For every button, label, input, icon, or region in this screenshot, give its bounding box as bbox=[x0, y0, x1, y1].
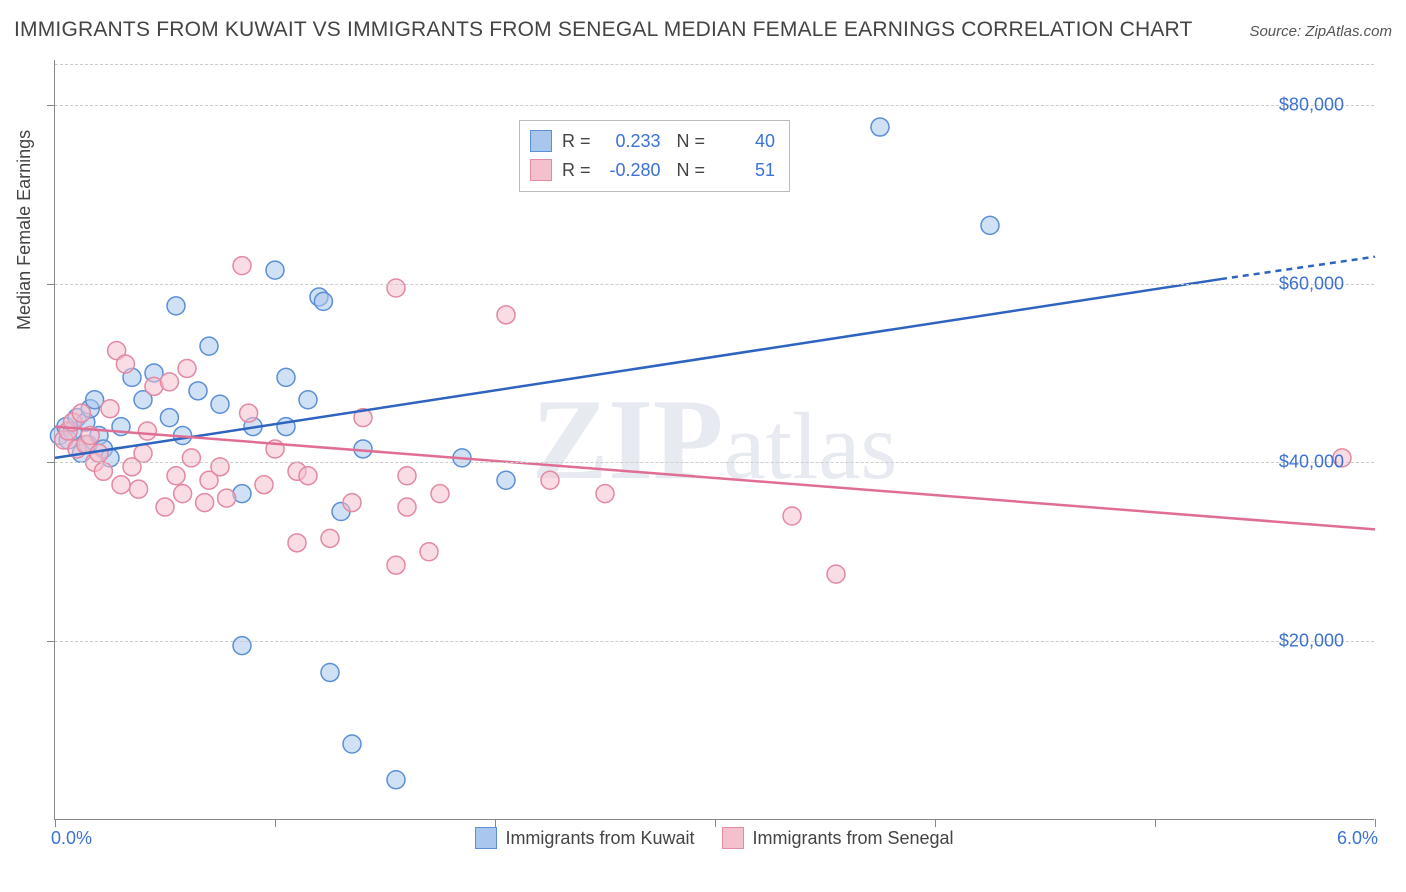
y-tick bbox=[47, 284, 55, 285]
gridline-h bbox=[55, 64, 1374, 65]
x-tick bbox=[1155, 819, 1156, 827]
scatter-point bbox=[398, 498, 416, 516]
scatter-point bbox=[255, 476, 273, 494]
scatter-point bbox=[596, 485, 614, 503]
scatter-point bbox=[266, 261, 284, 279]
x-tick bbox=[275, 819, 276, 827]
y-tick-label: $80,000 bbox=[1279, 94, 1344, 115]
scatter-point bbox=[200, 337, 218, 355]
y-tick bbox=[47, 105, 55, 106]
scatter-point bbox=[167, 297, 185, 315]
gridline-h bbox=[55, 105, 1374, 106]
swatch-senegal-bottom bbox=[722, 827, 744, 849]
legend-correlation-box: R = 0.233 N = 40 R = -0.280 N = 51 bbox=[519, 120, 790, 192]
trend-line bbox=[55, 427, 1375, 530]
legend-row-senegal: R = -0.280 N = 51 bbox=[530, 156, 775, 185]
scatter-point bbox=[189, 382, 207, 400]
scatter-point bbox=[431, 485, 449, 503]
chart-source: Source: ZipAtlas.com bbox=[1249, 23, 1392, 40]
plot-area: ZIPatlas R = 0.233 N = 40 R = -0.280 N =… bbox=[54, 60, 1374, 820]
scatter-point bbox=[101, 400, 119, 418]
swatch-senegal bbox=[530, 159, 552, 181]
scatter-point bbox=[398, 467, 416, 485]
x-axis-max-label: 6.0% bbox=[1337, 828, 1378, 849]
scatter-point bbox=[174, 485, 192, 503]
scatter-point bbox=[211, 395, 229, 413]
scatter-point bbox=[387, 556, 405, 574]
y-tick-label: $60,000 bbox=[1279, 273, 1344, 294]
swatch-kuwait bbox=[530, 130, 552, 152]
scatter-point bbox=[497, 471, 515, 489]
scatter-point bbox=[981, 216, 999, 234]
scatter-point bbox=[156, 498, 174, 516]
x-axis-min-label: 0.0% bbox=[51, 828, 92, 849]
x-tick bbox=[55, 819, 56, 827]
chart-title: IMMIGRANTS FROM KUWAIT VS IMMIGRANTS FRO… bbox=[14, 18, 1193, 42]
x-tick bbox=[715, 819, 716, 827]
scatter-point bbox=[827, 565, 845, 583]
scatter-point bbox=[321, 663, 339, 681]
scatter-point bbox=[343, 735, 361, 753]
x-tick bbox=[495, 819, 496, 827]
scatter-point bbox=[178, 359, 196, 377]
gridline-h bbox=[55, 641, 1374, 642]
scatter-point bbox=[277, 368, 295, 386]
y-tick bbox=[47, 462, 55, 463]
scatter-point bbox=[387, 771, 405, 789]
scatter-point bbox=[116, 355, 134, 373]
legend-item-kuwait: Immigrants from Kuwait bbox=[475, 827, 694, 849]
swatch-kuwait-bottom bbox=[475, 827, 497, 849]
scatter-point bbox=[218, 489, 236, 507]
scatter-point bbox=[94, 462, 112, 480]
scatter-point bbox=[134, 444, 152, 462]
scatter-point bbox=[233, 257, 251, 275]
scatter-point bbox=[343, 494, 361, 512]
scatter-point bbox=[871, 118, 889, 136]
scatter-point bbox=[130, 480, 148, 498]
legend-bottom: Immigrants from Kuwait Immigrants from S… bbox=[55, 827, 1374, 849]
legend-item-senegal: Immigrants from Senegal bbox=[722, 827, 953, 849]
scatter-point bbox=[288, 534, 306, 552]
gridline-h bbox=[55, 462, 1374, 463]
scatter-point bbox=[783, 507, 801, 525]
y-tick-label: $20,000 bbox=[1279, 631, 1344, 652]
scatter-point bbox=[72, 404, 90, 422]
trend-line bbox=[55, 279, 1221, 458]
x-tick bbox=[1375, 819, 1376, 827]
scatter-point bbox=[387, 279, 405, 297]
y-axis-label: Median Female Earnings bbox=[14, 130, 35, 330]
scatter-point bbox=[90, 444, 108, 462]
scatter-point bbox=[196, 494, 214, 512]
scatter-point bbox=[182, 449, 200, 467]
scatter-point bbox=[167, 467, 185, 485]
scatter-point bbox=[160, 409, 178, 427]
x-tick bbox=[935, 819, 936, 827]
scatter-point bbox=[240, 404, 258, 422]
scatter-point bbox=[541, 471, 559, 489]
title-bar: IMMIGRANTS FROM KUWAIT VS IMMIGRANTS FRO… bbox=[14, 18, 1392, 42]
gridline-h bbox=[55, 284, 1374, 285]
scatter-point bbox=[138, 422, 156, 440]
scatter-point bbox=[160, 373, 178, 391]
scatter-point bbox=[321, 529, 339, 547]
scatter-point bbox=[299, 467, 317, 485]
scatter-point bbox=[497, 306, 515, 324]
y-tick bbox=[47, 641, 55, 642]
scatter-point bbox=[233, 637, 251, 655]
scatter-point bbox=[112, 476, 130, 494]
y-tick-label: $40,000 bbox=[1279, 452, 1344, 473]
scatter-point bbox=[420, 543, 438, 561]
legend-row-kuwait: R = 0.233 N = 40 bbox=[530, 127, 775, 156]
scatter-point bbox=[314, 292, 332, 310]
scatter-point bbox=[211, 458, 229, 476]
scatter-point bbox=[299, 391, 317, 409]
